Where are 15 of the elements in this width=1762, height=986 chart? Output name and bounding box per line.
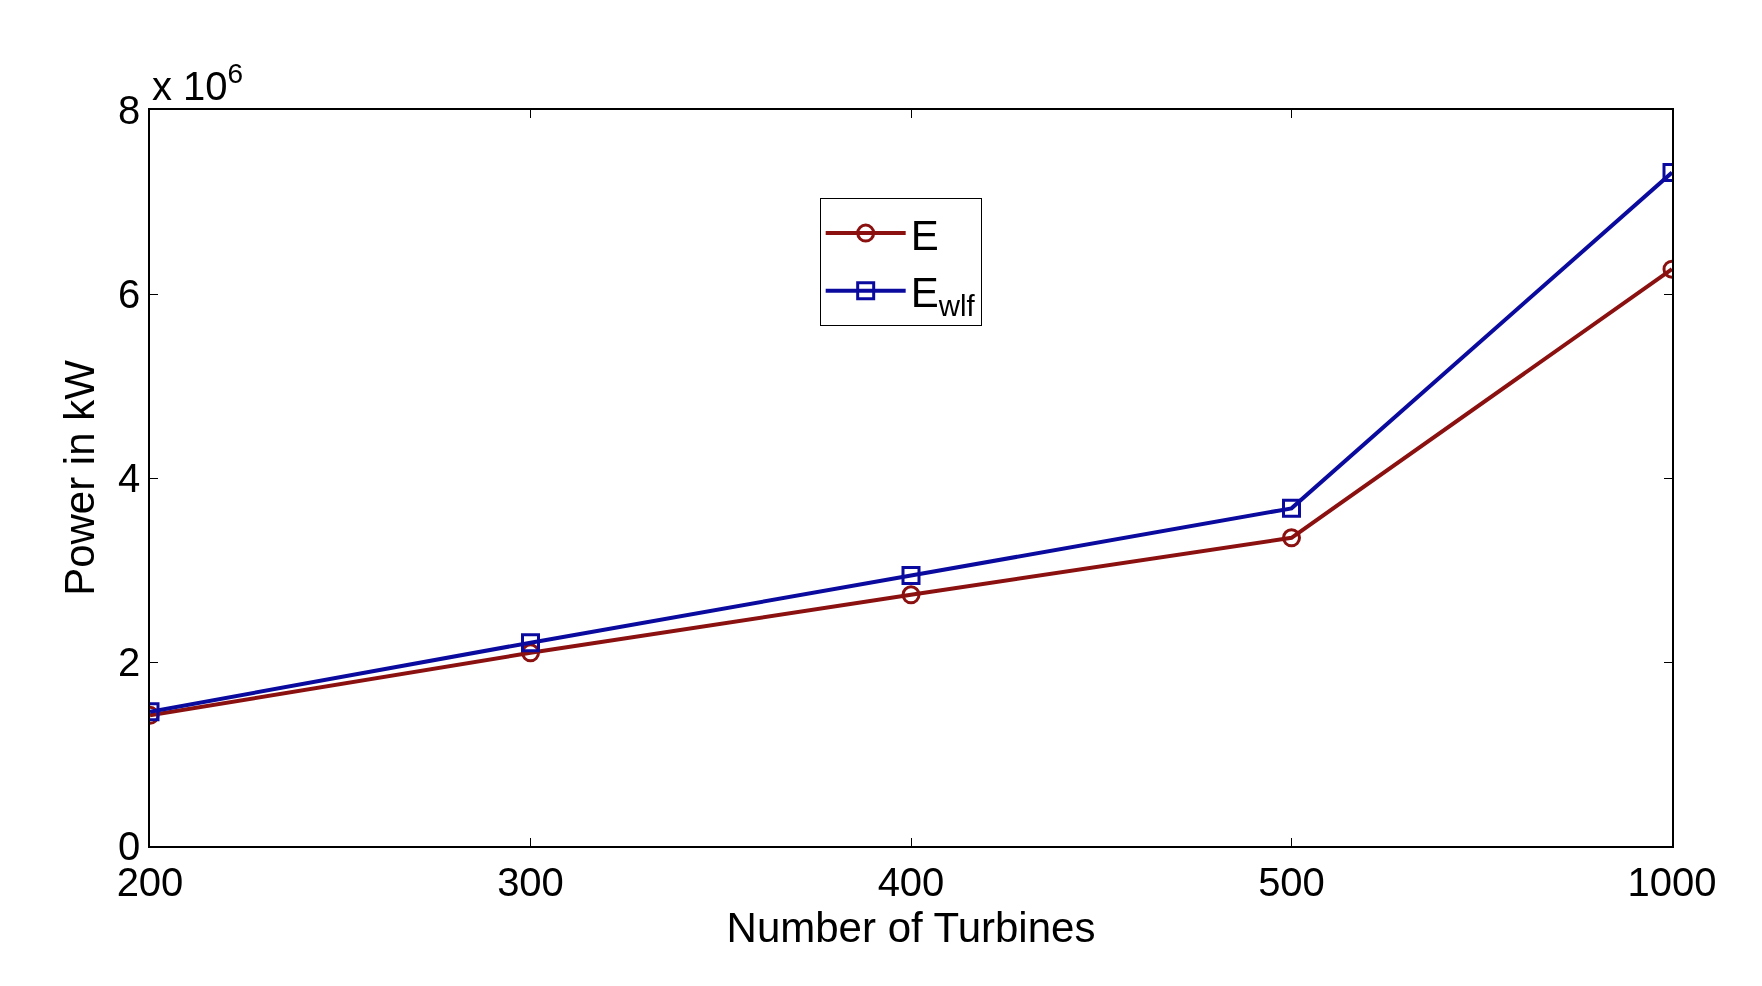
legend-label: E	[910, 211, 939, 259]
y-axis-title: Power in kW	[56, 359, 104, 596]
x-axis-title: Number of Turbines	[726, 903, 1096, 951]
x-tick-label: 500	[1258, 859, 1325, 904]
y-tick-label: 4	[118, 456, 141, 500]
x-tick-label: 400	[877, 859, 945, 904]
text: x 10$^{6}$	[152, 58, 244, 108]
legend-label: E$_{wlf}$	[910, 269, 976, 322]
y-tick-label: 6	[118, 272, 141, 316]
y-tick-label: 2	[118, 640, 141, 684]
point	[901, 566, 921, 586]
x-tick-label: 300	[497, 859, 564, 904]
point	[901, 585, 921, 605]
x-tick-label: 1000	[1627, 859, 1717, 904]
y-tick-label: 8	[118, 88, 141, 132]
